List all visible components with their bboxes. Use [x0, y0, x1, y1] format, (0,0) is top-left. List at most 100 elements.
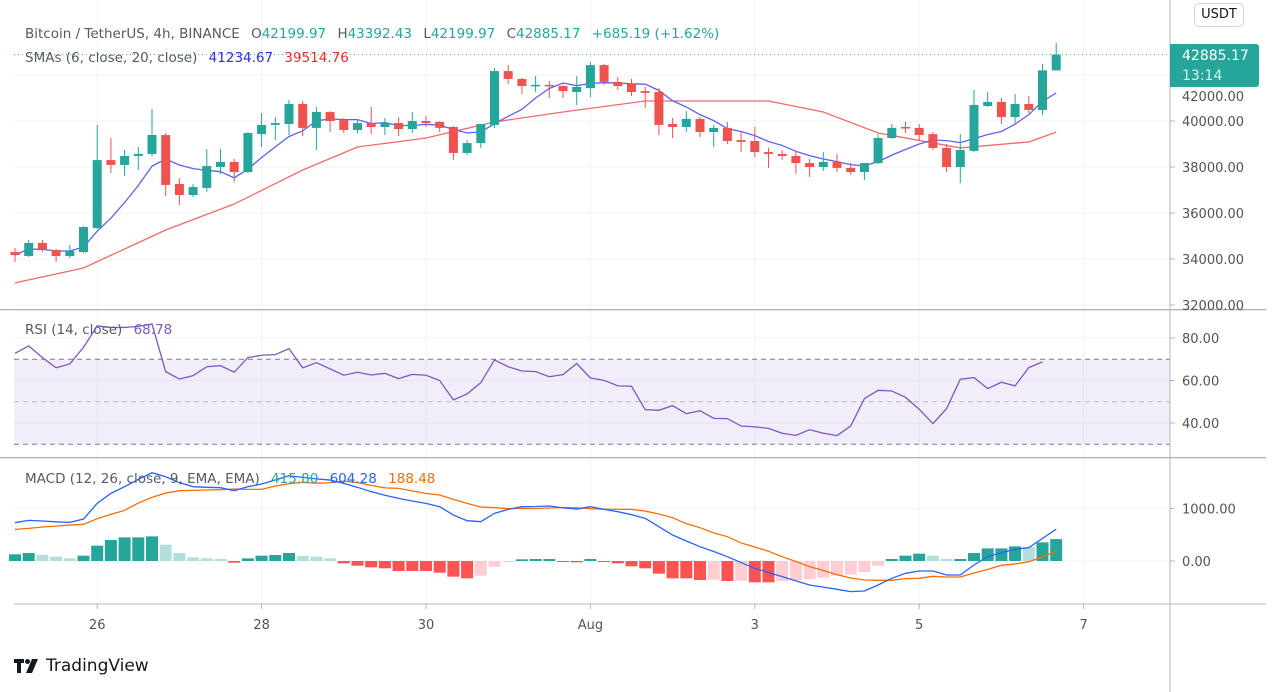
macd-value: 604.28 — [329, 471, 377, 487]
macd-panel — [9, 472, 1063, 593]
macd-histogram-bar — [9, 554, 21, 561]
candle-up — [585, 65, 595, 89]
macd-histogram-bar — [652, 561, 665, 574]
candle-up — [24, 242, 34, 257]
macd-histogram-bar — [721, 561, 734, 581]
macd-histogram-bar — [625, 561, 638, 567]
candle-up — [1051, 54, 1061, 71]
macd-legend[interactable]: MACD (12, 26, close, 9, EMA, EMA) 415.80… — [25, 471, 442, 487]
candle-down — [627, 83, 636, 93]
candle-down — [366, 123, 376, 127]
candle-up — [133, 153, 143, 156]
time-label: 30 — [418, 618, 435, 633]
candle-down — [339, 120, 349, 130]
macd-histogram-bar — [926, 555, 939, 561]
candle-down — [421, 121, 431, 124]
macd-legend-label: MACD (12, 26, close, 9, EMA, EMA) — [25, 471, 260, 487]
macd-histogram-bar — [241, 558, 254, 561]
candle-up — [257, 124, 267, 135]
candle-up — [284, 103, 294, 124]
candle-up — [243, 132, 253, 173]
macd-histogram-bar — [337, 561, 350, 564]
candle-down — [51, 250, 61, 257]
candle-up — [353, 123, 362, 130]
candle-down — [668, 123, 678, 127]
candle-up — [79, 227, 88, 253]
candle-up — [709, 127, 719, 133]
macd-histogram-bar — [132, 537, 145, 561]
candle-down — [654, 92, 664, 125]
macd-signal-value: 188.48 — [388, 471, 436, 487]
candle-up — [270, 123, 280, 125]
macd-histogram-bar — [885, 559, 898, 561]
macd-histogram-bar — [324, 558, 337, 561]
candle-up — [65, 250, 75, 257]
macd-histogram-bar — [50, 556, 63, 561]
macd-histogram-bar — [420, 561, 432, 571]
candle-up — [380, 123, 390, 127]
candle-down — [805, 163, 815, 167]
macd-histogram-bar — [557, 561, 569, 562]
macd-histogram-bar — [995, 548, 1008, 561]
price-label: 36000.00 — [1182, 207, 1244, 222]
macd-histogram-bar — [296, 556, 309, 561]
macd-histogram-bar — [968, 553, 980, 561]
sma20-value: 39514.76 — [284, 50, 349, 66]
candle-down — [435, 121, 445, 128]
candle-up — [407, 121, 417, 130]
macd-histogram-bar — [954, 559, 967, 561]
candle-down — [750, 141, 760, 153]
macd-histogram-bar — [707, 561, 720, 580]
sma-legend-label: SMAs (6, close, 20, close) — [25, 50, 198, 66]
macd-histogram-bar — [844, 561, 857, 575]
macd-histogram-bar — [200, 558, 213, 561]
macd-histogram-bar — [831, 561, 843, 576]
candle-up — [476, 123, 486, 144]
time-label: 26 — [89, 618, 106, 633]
macd-histogram-bar — [118, 537, 131, 561]
macd-histogram-bar — [1022, 547, 1035, 561]
macd-histogram-bar — [104, 540, 117, 561]
macd-histogram-bar — [187, 557, 200, 561]
candle-down — [791, 155, 801, 164]
macd-histogram-bar — [817, 561, 830, 578]
sma6-value: 41234.67 — [208, 50, 274, 66]
candle-up — [202, 166, 212, 188]
symbol-title[interactable]: Bitcoin / TetherUS, 4h, BINANCE — [25, 26, 240, 42]
candle-down — [722, 127, 732, 142]
candle-down — [10, 252, 20, 256]
rsi-legend[interactable]: RSI (14, close) 68.78 — [25, 322, 179, 338]
candle-up — [1010, 103, 1020, 118]
candle-down — [325, 112, 335, 121]
last-price-tag: 42885.17 13:14 — [1170, 44, 1259, 87]
ohlc-open: O42199.97 — [251, 26, 327, 42]
candle-down — [846, 167, 856, 173]
candle-up — [1038, 70, 1047, 110]
candle-down — [901, 126, 910, 129]
sma-legend[interactable]: SMAs (6, close, 20, close) 41234.67 3951… — [25, 50, 356, 66]
tradingview-logo-icon — [14, 659, 38, 673]
macd-histogram-bar — [899, 555, 912, 561]
macd-hist-value: 415.80 — [271, 471, 319, 487]
candle-up — [873, 138, 883, 164]
candle-up — [120, 155, 130, 165]
macd-histogram-bar — [310, 556, 323, 561]
candle-down — [928, 134, 938, 148]
macd-axis-label: 0.00 — [1182, 555, 1211, 570]
price-label: 32000.00 — [1182, 299, 1244, 314]
rsi-axis-label: 40.00 — [1182, 417, 1219, 432]
tradingview-logo[interactable]: TradingView — [14, 656, 149, 676]
price-label: 40000.00 — [1182, 115, 1244, 130]
macd-histogram-bar — [255, 555, 268, 561]
sma20-path — [14, 100, 1057, 284]
macd-histogram-bar — [488, 561, 501, 567]
ohlc-low: L42199.97 — [423, 26, 496, 42]
ohlc-close: C42885.17 — [506, 26, 581, 42]
candle-up — [216, 161, 225, 167]
macd-histogram-bar — [502, 561, 515, 562]
macd-histogram-bar — [748, 561, 761, 583]
candle-down — [544, 84, 554, 87]
macd-histogram-bar — [1050, 539, 1063, 561]
currency-button[interactable]: USDT — [1194, 3, 1244, 27]
